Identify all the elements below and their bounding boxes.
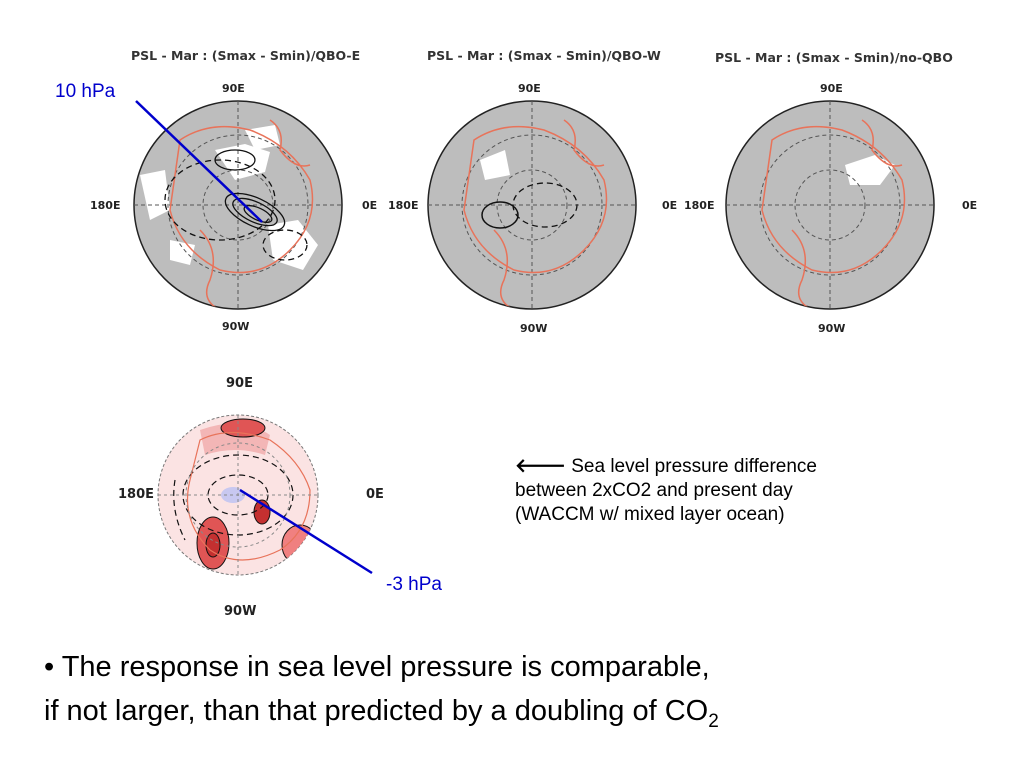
co2-subscript: 2 xyxy=(708,710,719,732)
polar-map-2xco2 xyxy=(157,414,319,576)
panel-title-qbo-e: PSL - Mar : (Smax - Smin)/QBO-E xyxy=(131,48,361,63)
annotation-minus3hpa: -3 hPa xyxy=(386,574,442,595)
left-arrow-icon: 🡐 xyxy=(515,456,566,477)
label-90w: 90W xyxy=(520,322,548,335)
bullet-line-1: • The response in sea level pressure is … xyxy=(44,645,719,689)
note-line-2: between 2xCO2 and present day xyxy=(515,480,793,501)
annotation-10hpa: 10 hPa xyxy=(55,81,116,102)
note-text-1: Sea level pressure difference xyxy=(571,456,817,477)
bullet-text-1: The response in sea level pressure is co… xyxy=(61,651,710,683)
label-90w: 90W xyxy=(224,604,257,619)
polar-map-qbo-e xyxy=(133,100,343,310)
polar-map-qbo-w xyxy=(427,100,637,310)
label-90e: 90E xyxy=(222,82,245,95)
label-180e: 180E xyxy=(90,199,121,212)
polar-map-no-qbo xyxy=(725,100,935,310)
bullet-line-2: if not larger, than that predicted by a … xyxy=(44,689,719,744)
label-0e: 0E xyxy=(962,199,978,212)
label-90w: 90W xyxy=(222,320,250,333)
label-0e: 0E xyxy=(362,199,378,212)
label-180e: 180E xyxy=(118,487,155,502)
label-90e: 90E xyxy=(226,376,253,391)
bullet-text-2: if not larger, than that predicted by a … xyxy=(44,695,709,727)
label-90e: 90E xyxy=(518,82,541,95)
panel-title-qbo-w: PSL - Mar : (Smax - Smin)/QBO-W xyxy=(427,48,661,63)
bullet-marker: • xyxy=(44,651,55,683)
panel-title-no-qbo: PSL - Mar : (Smax - Smin)/no-QBO xyxy=(715,50,953,65)
label-0e: 0E xyxy=(366,487,384,502)
label-90e: 90E xyxy=(820,82,843,95)
note-line-3: (WACCM w/ mixed layer ocean) xyxy=(515,504,785,525)
label-180e: 180E xyxy=(684,199,715,212)
label-0e: 0E xyxy=(662,199,678,212)
arrow-minus3hpa xyxy=(239,488,373,575)
arrow-10hpa xyxy=(135,100,263,223)
figure-note: 🡐 Sea level pressure difference between … xyxy=(515,455,817,527)
label-90w: 90W xyxy=(818,322,846,335)
bullet-point: • The response in sea level pressure is … xyxy=(44,645,719,744)
label-180e: 180E xyxy=(388,199,419,212)
note-line-1: 🡐 Sea level pressure difference xyxy=(515,455,817,479)
